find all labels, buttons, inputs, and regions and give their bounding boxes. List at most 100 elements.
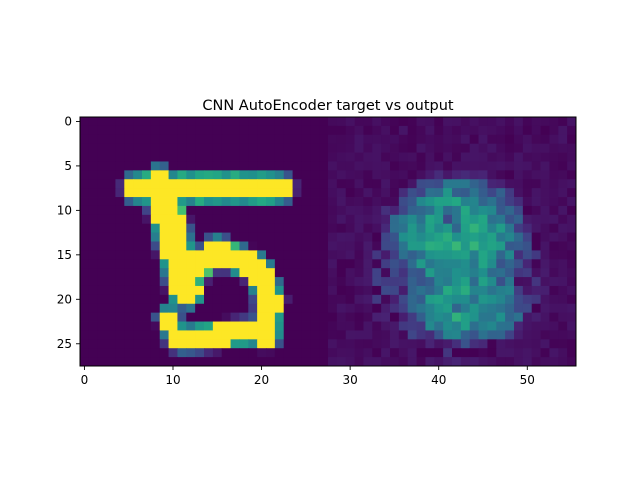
heatmap-cell <box>549 357 559 367</box>
heatmap-cell <box>363 143 373 153</box>
heatmap-cell <box>168 143 178 153</box>
heatmap-cell <box>319 214 329 225</box>
heatmap-cell <box>540 179 550 189</box>
heatmap-cell <box>540 277 550 287</box>
heatmap-cell <box>97 285 107 296</box>
heatmap-cell <box>292 125 302 136</box>
heatmap-cell <box>363 268 373 278</box>
heatmap-cell <box>354 330 364 340</box>
heatmap-cell <box>274 339 285 349</box>
heatmap-cell <box>221 357 231 367</box>
heatmap-cell <box>522 330 533 340</box>
heatmap-cell <box>487 294 497 305</box>
heatmap-cell <box>310 285 320 296</box>
heatmap-cell <box>283 152 293 162</box>
heatmap-cell <box>434 357 444 367</box>
heatmap-cell <box>390 161 400 171</box>
heatmap-cell <box>522 179 533 189</box>
heatmap-cell <box>301 321 311 331</box>
heatmap-cell <box>186 241 196 251</box>
heatmap-cell <box>159 303 169 314</box>
heatmap-cell <box>292 285 302 296</box>
heatmap-cell <box>514 205 524 216</box>
heatmap-cell <box>478 268 488 278</box>
heatmap-cell <box>142 294 152 305</box>
heatmap-cell <box>496 179 506 189</box>
heatmap-cell <box>142 268 152 278</box>
heatmap-cell <box>514 152 524 162</box>
heatmap-cell <box>248 357 258 367</box>
heatmap-cell <box>150 241 161 251</box>
heatmap-cell <box>478 170 488 180</box>
heatmap-cell <box>133 161 143 171</box>
heatmap-cell <box>195 357 205 367</box>
heatmap-cell <box>142 259 152 269</box>
heatmap-cell <box>186 339 196 349</box>
heatmap-cell <box>469 125 479 136</box>
heatmap-cell <box>336 117 347 127</box>
heatmap-cell <box>434 241 444 251</box>
heatmap-cell <box>115 348 125 358</box>
heatmap-cell <box>159 259 169 269</box>
heatmap-cell <box>549 205 559 216</box>
heatmap-cell <box>567 259 577 269</box>
heatmap-cell <box>558 312 568 322</box>
heatmap-cell <box>531 241 541 251</box>
heatmap-cell <box>443 152 453 162</box>
heatmap-cell <box>159 117 169 127</box>
heatmap-cell <box>478 161 488 171</box>
heatmap-cell <box>124 339 134 349</box>
y-tick-label: 10 <box>57 203 72 217</box>
heatmap-cell <box>212 339 223 349</box>
heatmap-cell <box>496 223 506 233</box>
heatmap-cell <box>292 357 302 367</box>
heatmap-cell <box>106 188 116 198</box>
heatmap-cell <box>274 277 285 287</box>
heatmap-cell <box>88 152 99 162</box>
heatmap-cell <box>558 205 568 216</box>
heatmap-cell <box>372 268 382 278</box>
heatmap-cell <box>186 214 196 225</box>
heatmap-cell <box>540 330 550 340</box>
heatmap-cell <box>452 348 462 358</box>
heatmap-cell <box>549 241 559 251</box>
heatmap-cell <box>354 161 364 171</box>
heatmap-cell <box>460 294 471 305</box>
heatmap-cell <box>80 277 90 287</box>
heatmap-cell <box>336 277 347 287</box>
heatmap-cell <box>195 188 205 198</box>
heatmap-cell <box>452 250 462 260</box>
heatmap-cell <box>133 232 143 242</box>
heatmap-cell <box>452 125 462 136</box>
heatmap-cell <box>230 357 240 367</box>
heatmap-cell <box>407 179 417 189</box>
heatmap-cell <box>363 259 373 269</box>
heatmap-cell <box>257 197 267 207</box>
heatmap-cell <box>443 205 453 216</box>
heatmap-cell <box>221 259 231 269</box>
heatmap-cell <box>336 312 347 322</box>
heatmap-cell <box>505 117 515 127</box>
heatmap-cell <box>319 339 329 349</box>
heatmap-cell <box>540 161 550 171</box>
heatmap-cell <box>478 303 488 314</box>
heatmap-cell <box>443 117 453 127</box>
heatmap-cell <box>540 214 550 225</box>
heatmap-cell <box>452 161 462 171</box>
heatmap-cell <box>443 125 453 136</box>
heatmap-cell <box>115 188 125 198</box>
heatmap-cell <box>248 188 258 198</box>
heatmap-cell <box>452 277 462 287</box>
heatmap-cell <box>248 259 258 269</box>
heatmap-cell <box>186 179 196 189</box>
heatmap-cell <box>372 205 382 216</box>
heatmap-cell <box>345 330 355 340</box>
heatmap-cell <box>212 259 223 269</box>
heatmap-cell <box>266 303 276 314</box>
heatmap-cell <box>522 277 533 287</box>
heatmap-cell <box>239 179 249 189</box>
heatmap-cell <box>434 294 444 305</box>
heatmap-cell <box>328 197 338 207</box>
heatmap-cell <box>345 143 355 153</box>
